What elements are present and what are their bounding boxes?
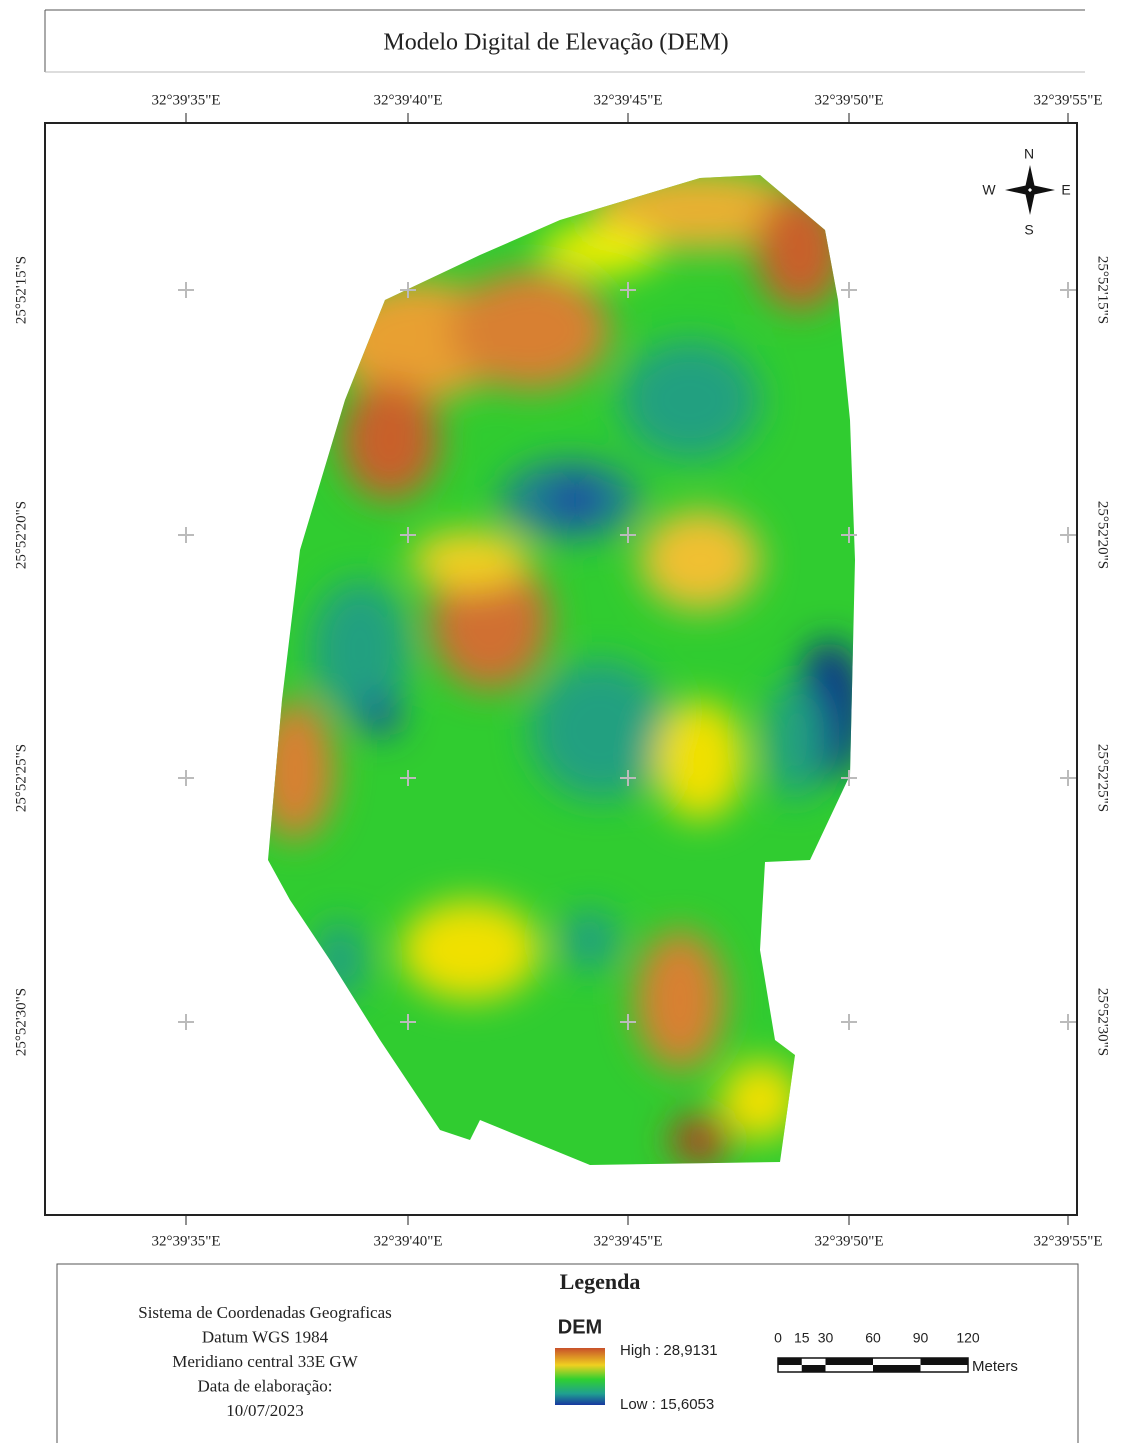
latitude-label-left: 25°52'25"S [13, 744, 29, 812]
longitude-label-top: 32°39'35"E [152, 92, 221, 108]
legend-high: High : 28,9131 [620, 1342, 718, 1359]
map-title: Modelo Digital de Elevação (DEM) [383, 30, 728, 56]
compass-south: S [1024, 222, 1033, 238]
latitude-label-right: 25°52'15"S [1095, 256, 1111, 324]
scale-label: 0 [774, 1330, 782, 1346]
longitude-label-top: 32°39'45"E [594, 92, 663, 108]
scale-label: 30 [818, 1330, 834, 1346]
info-line: Datum WGS 1984 [202, 1327, 329, 1346]
longitude-label-top: 32°39'55"E [1034, 92, 1103, 108]
compass-east: E [1061, 182, 1070, 198]
scale-bar-segment [826, 1358, 874, 1365]
compass-north: N [1024, 146, 1034, 162]
latitude-label-left: 25°52'20"S [13, 501, 29, 569]
longitude-label-bottom: 32°39'55"E [1034, 1233, 1103, 1249]
scale-label: 120 [956, 1330, 980, 1346]
scale-label: 60 [865, 1330, 881, 1346]
legend-title: Legenda [560, 1269, 641, 1294]
legend-low: Low : 15,6053 [620, 1396, 714, 1413]
info-line: Data de elaboração: [198, 1376, 333, 1395]
longitude-label-bottom: 32°39'45"E [594, 1233, 663, 1249]
scale-bar-segment [873, 1365, 921, 1372]
scale-units: Meters [972, 1358, 1018, 1375]
scale-label: 90 [913, 1330, 929, 1346]
longitude-label-bottom: 32°39'40"E [374, 1233, 443, 1249]
scale-bar-segment [921, 1358, 969, 1365]
info-line: 10/07/2023 [226, 1401, 303, 1420]
scale-bar-segment [802, 1365, 826, 1372]
latitude-label-left: 25°52'30"S [13, 988, 29, 1056]
latitude-label-right: 25°52'20"S [1095, 501, 1111, 569]
scale-bar-segment [778, 1358, 802, 1365]
scale-label: 15 [794, 1330, 810, 1346]
longitude-label-bottom: 32°39'35"E [152, 1233, 221, 1249]
info-line: Sistema de Coordenadas Geograficas [138, 1303, 392, 1322]
info-line: Meridiano central 33E GW [172, 1352, 358, 1371]
legend-layer: DEM [558, 1316, 602, 1338]
longitude-label-top: 32°39'50"E [815, 92, 884, 108]
map-page: Modelo Digital de Elevação (DEM) N S E W… [0, 0, 1130, 1443]
latitude-label-left: 25°52'15"S [13, 256, 29, 324]
longitude-label-bottom: 32°39'50"E [815, 1233, 884, 1249]
compass-west: W [982, 182, 996, 198]
latitude-label-right: 25°52'30"S [1095, 988, 1111, 1056]
latitude-label-right: 25°52'25"S [1095, 744, 1111, 812]
legend-ramp [555, 1348, 605, 1405]
longitude-label-top: 32°39'40"E [374, 92, 443, 108]
